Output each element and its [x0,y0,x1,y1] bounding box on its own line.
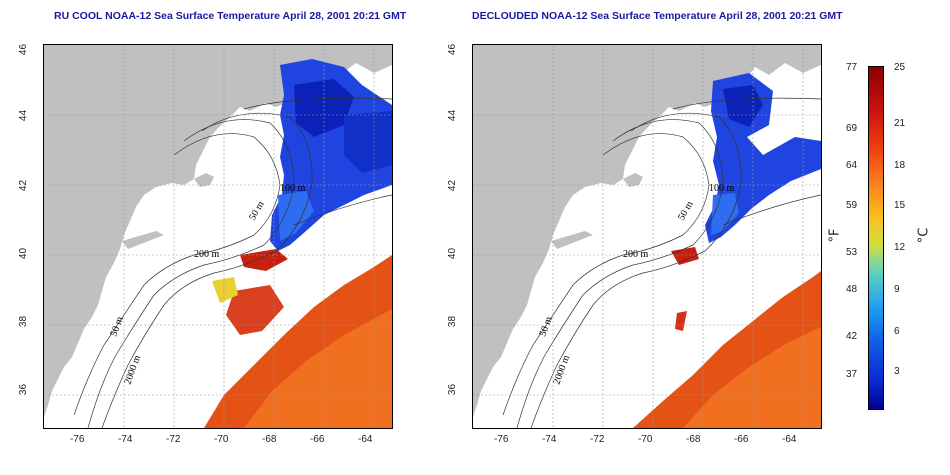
warm-core [244,309,392,428]
lon-tick-label: -68 [262,434,277,445]
lon-tick-label: -74 [542,434,557,445]
colorbar-c-tick: 6 [894,326,900,337]
colorbar-f-tick: 53 [846,247,858,258]
isobath-label-200: 200 m [623,249,649,260]
lat-tick-label: 42 [447,179,459,192]
colorbar-f-tick: 77 [846,62,858,73]
lat-tick-label: 46 [18,43,30,56]
isobath-label-100: 100 m [709,183,735,194]
cold-water-deep [294,79,354,137]
colorbar [868,66,884,410]
cape-cod [194,173,214,187]
lon-tick-label: -70 [638,434,653,445]
warm-patch-2 [226,285,284,335]
right-sst-map: 200 m 50 m 100 m 50 m 2000 m [472,44,822,429]
lon-tick-label: -68 [686,434,701,445]
lat-tick-label: 40 [447,247,459,260]
colorbar-c-tick: 25 [894,62,906,73]
left-panel-title: RU COOL NOAA-12 Sea Surface Temperature … [54,10,407,22]
land-sw [44,305,84,375]
colorbar-c-tick: 9 [894,284,900,295]
lon-tick-label: -66 [310,434,325,445]
colorbar-f-tick: 48 [846,284,858,295]
lat-tick-label: 44 [18,109,30,122]
right-map-graphic: 200 m 50 m 100 m 50 m 2000 m [473,45,821,428]
lat-tick-label: 38 [18,315,30,328]
land-mass [44,45,392,417]
colorbar-c-tick: 12 [894,242,906,253]
cold-water-east [344,111,392,173]
lat-tick-label: 38 [447,315,459,328]
isobath-label-50: 50 m [676,199,696,222]
isobath-label-50: 50 m [247,199,267,222]
warm-patch-2 [675,311,687,331]
cold-water-deep [723,85,763,127]
land-sw [473,305,513,375]
colorbar-unit-celsius: °C [916,227,932,244]
colorbar-unit-fahrenheit: °F [827,228,843,243]
lon-tick-label: -72 [166,434,181,445]
warm-patch [240,249,288,271]
colorbar-f-tick: 59 [846,200,858,211]
left-sst-map: 200 m 50 m 100 m 50 m 2000 m [43,44,393,429]
lon-tick-label: -66 [734,434,749,445]
cape-cod [623,173,643,187]
lat-tick-label: 40 [18,247,30,260]
isobath-label-200: 200 m [194,249,220,260]
colorbar-f-tick: 37 [846,369,858,380]
lon-tick-label: -64 [358,434,373,445]
yellow-patch [212,277,238,303]
isobath-label-50-sw: 50 m [108,315,125,338]
lat-tick-label: 46 [447,43,459,56]
colorbar-f-tick: 69 [846,123,858,134]
cold-water-mid [711,193,739,235]
colorbar-f-tick: 42 [846,331,858,342]
lon-tick-label: -76 [494,434,509,445]
lon-tick-label: -74 [118,434,133,445]
left-map-graphic: 200 m 50 m 100 m 50 m 2000 m [44,45,392,428]
colorbar-c-tick: 15 [894,200,906,211]
long-island [122,231,164,249]
colorbar-c-tick: 21 [894,118,906,129]
lat-tick-label: 44 [447,109,459,122]
lon-tick-label: -72 [590,434,605,445]
long-island [551,231,593,249]
isobaths [73,97,392,428]
lon-tick-label: -64 [782,434,797,445]
colorbar-c-tick: 18 [894,160,906,171]
cold-water-mid [278,191,314,241]
isobath-label-50-sw: 50 m [537,315,554,338]
land-mass [473,45,821,417]
lat-tick-label: 36 [18,383,30,396]
lat-tick-label: 42 [18,179,30,192]
lon-tick-label: -76 [70,434,85,445]
gridlines [473,45,821,428]
gridlines [44,45,392,428]
lon-tick-label: -70 [214,434,229,445]
colorbar-f-tick: 64 [846,160,858,171]
isobath-label-100: 100 m [280,183,306,194]
isobaths [502,97,821,428]
warm-core [683,327,821,428]
colorbar-c-tick: 3 [894,366,900,377]
lat-tick-label: 36 [447,383,459,396]
right-panel-title: DECLOUDED NOAA-12 Sea Surface Temperatur… [472,10,843,22]
